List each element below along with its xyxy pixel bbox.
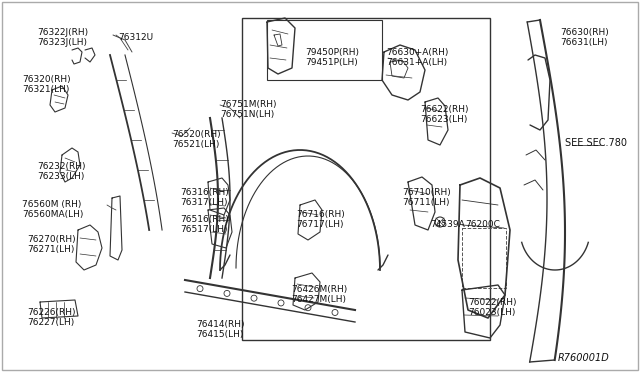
- Text: 76516(RH): 76516(RH): [180, 215, 228, 224]
- Text: 76023(LH): 76023(LH): [468, 308, 515, 317]
- Bar: [242, 18, 490, 340]
- Text: 76426M(RH): 76426M(RH): [291, 285, 348, 294]
- Text: 76710(RH): 76710(RH): [402, 188, 451, 197]
- Text: 74539A: 74539A: [430, 220, 465, 229]
- Text: 76415(LH): 76415(LH): [196, 330, 243, 339]
- Text: 76200C: 76200C: [465, 220, 500, 229]
- Text: 79451P(LH): 79451P(LH): [305, 58, 358, 67]
- Text: 76312U: 76312U: [118, 33, 153, 42]
- Text: R760001D: R760001D: [558, 353, 610, 363]
- Text: 76716(RH): 76716(RH): [296, 210, 345, 219]
- Text: 76622(RH): 76622(RH): [420, 105, 468, 114]
- Text: 76317(LH): 76317(LH): [180, 198, 227, 207]
- Text: 76520(RH): 76520(RH): [172, 130, 221, 139]
- Text: 76271(LH): 76271(LH): [27, 245, 74, 254]
- Text: 76233(LH): 76233(LH): [37, 172, 84, 181]
- Bar: [462, 228, 506, 288]
- Text: 76323J(LH): 76323J(LH): [37, 38, 87, 47]
- Text: 76227(LH): 76227(LH): [27, 318, 74, 327]
- Text: 76521(LH): 76521(LH): [172, 140, 220, 149]
- Text: 79450P(RH): 79450P(RH): [305, 48, 359, 57]
- Text: 76320(RH): 76320(RH): [22, 75, 70, 84]
- Bar: [267, 20, 382, 80]
- Text: 76560M (RH): 76560M (RH): [22, 200, 81, 209]
- Text: 76427M(LH): 76427M(LH): [291, 295, 346, 304]
- Text: 76711(LH): 76711(LH): [402, 198, 449, 207]
- Text: 76322J(RH): 76322J(RH): [37, 28, 88, 37]
- Text: 76517(LH): 76517(LH): [180, 225, 227, 234]
- Text: 76631(LH): 76631(LH): [560, 38, 607, 47]
- Text: 76751N(LH): 76751N(LH): [220, 110, 275, 119]
- Text: 76316(RH): 76316(RH): [180, 188, 228, 197]
- Text: 76631+A(LH): 76631+A(LH): [386, 58, 447, 67]
- Text: 76022(RH): 76022(RH): [468, 298, 516, 307]
- Text: 76751M(RH): 76751M(RH): [220, 100, 276, 109]
- Text: 76321(LH): 76321(LH): [22, 85, 69, 94]
- Text: 76226(RH): 76226(RH): [27, 308, 76, 317]
- Text: 76560MA(LH): 76560MA(LH): [22, 210, 83, 219]
- Text: 76270(RH): 76270(RH): [27, 235, 76, 244]
- Text: 76414(RH): 76414(RH): [196, 320, 244, 329]
- Text: 76717(LH): 76717(LH): [296, 220, 344, 229]
- Text: 76630(RH): 76630(RH): [560, 28, 609, 37]
- Text: 76630+A(RH): 76630+A(RH): [386, 48, 449, 57]
- Text: 76232(RH): 76232(RH): [37, 162, 86, 171]
- Text: 76623(LH): 76623(LH): [420, 115, 467, 124]
- Text: SEE SEC.780: SEE SEC.780: [565, 138, 627, 148]
